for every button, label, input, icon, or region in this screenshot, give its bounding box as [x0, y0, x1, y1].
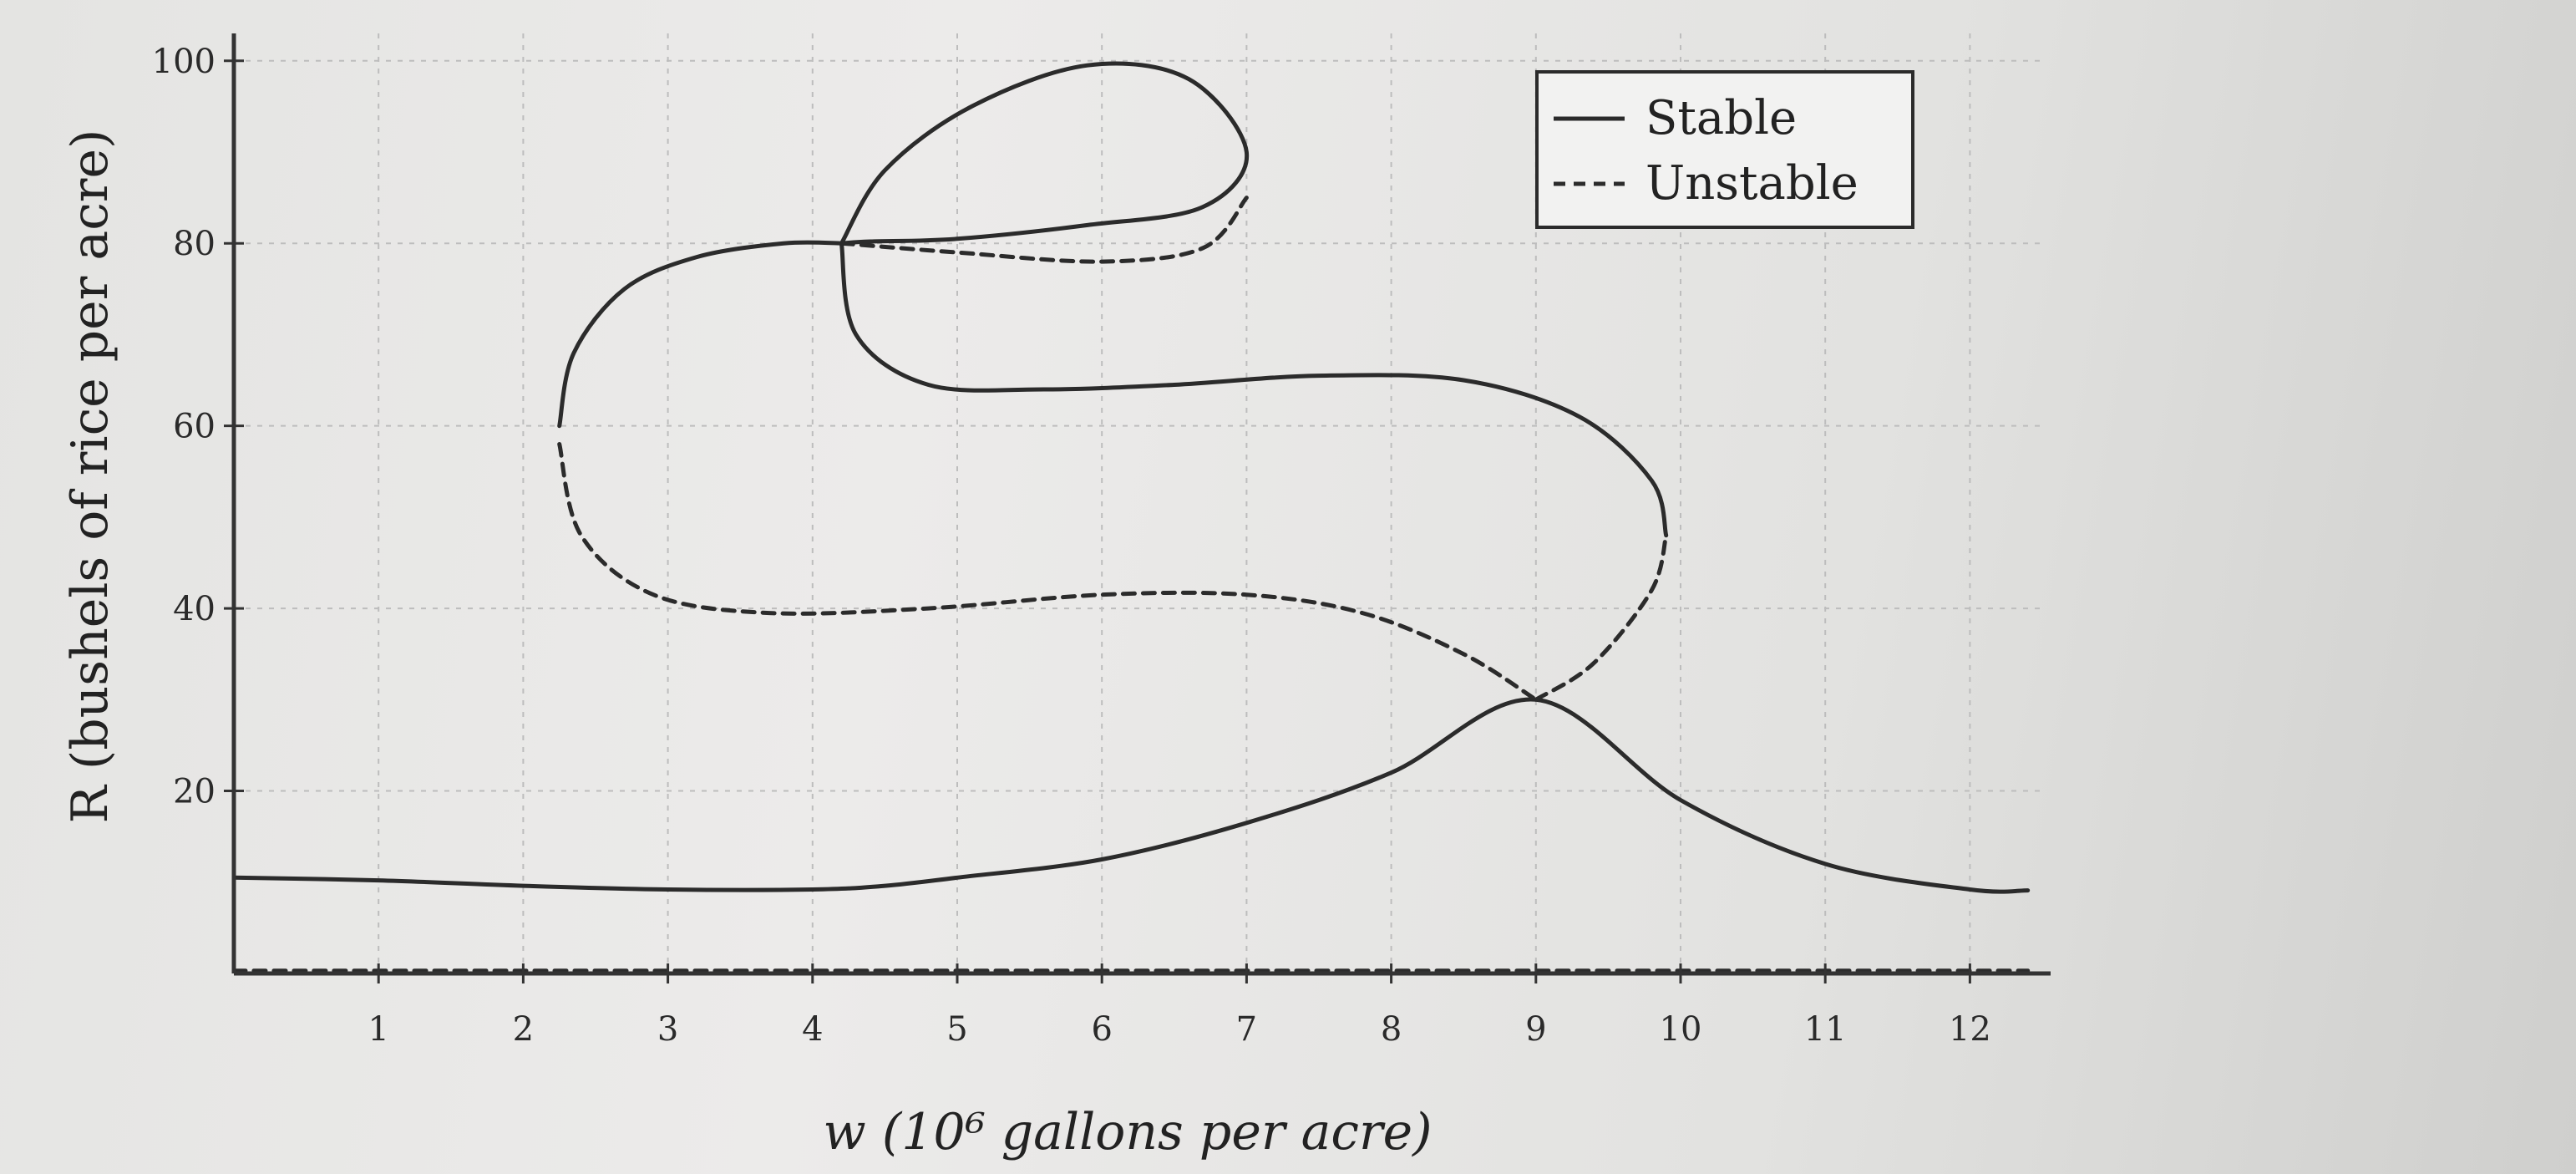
x-tick-label: 3 — [657, 1010, 678, 1049]
legend: Stable Unstable — [1535, 70, 1914, 229]
y-axis-label: R (bushels of rice per acre) — [61, 130, 119, 824]
y-ticks: 20 40 60 80 100 — [152, 43, 244, 811]
axes — [231, 33, 2051, 976]
series-line-unstable-2 — [1534, 533, 1669, 702]
y-tick-label: 60 — [173, 408, 216, 446]
legend-label-stable: Stable — [1645, 91, 1797, 145]
series-stable — [231, 61, 2031, 894]
x-tick-label: 1 — [368, 1010, 388, 1049]
legend-box — [1535, 70, 1914, 229]
y-tick-label: 80 — [173, 225, 216, 263]
series-line-stable-3 — [839, 241, 1669, 538]
series-line-stable-2 — [839, 61, 1250, 246]
x-tick-label: 2 — [513, 1010, 534, 1049]
y-tick-label: 40 — [173, 590, 216, 628]
series-line-stable-1 — [557, 240, 844, 429]
x-ticks: 1 2 3 4 5 6 7 8 9 10 11 12 — [368, 963, 1991, 1049]
x-tick-label: 8 — [1381, 1010, 1402, 1049]
series-line-unstable-3 — [839, 196, 1249, 264]
series-line-stable-0 — [231, 697, 2031, 894]
y-tick-label: 100 — [152, 43, 216, 81]
y-tick-label: 20 — [173, 773, 216, 811]
x-tick-label: 5 — [946, 1010, 967, 1049]
series-line-unstable-1 — [557, 442, 1539, 702]
x-tick-label: 12 — [1949, 1010, 1991, 1049]
x-tick-label: 9 — [1525, 1010, 1546, 1049]
x-axis-label: w (10⁶ gallons per acre) — [823, 1103, 1432, 1161]
x-tick-label: 7 — [1236, 1010, 1257, 1049]
x-tick-label: 4 — [802, 1010, 823, 1049]
legend-label-unstable: Unstable — [1645, 156, 1858, 211]
x-tick-label: 11 — [1804, 1010, 1847, 1049]
x-tick-label: 10 — [1660, 1010, 1702, 1049]
x-tick-label: 6 — [1091, 1010, 1112, 1049]
